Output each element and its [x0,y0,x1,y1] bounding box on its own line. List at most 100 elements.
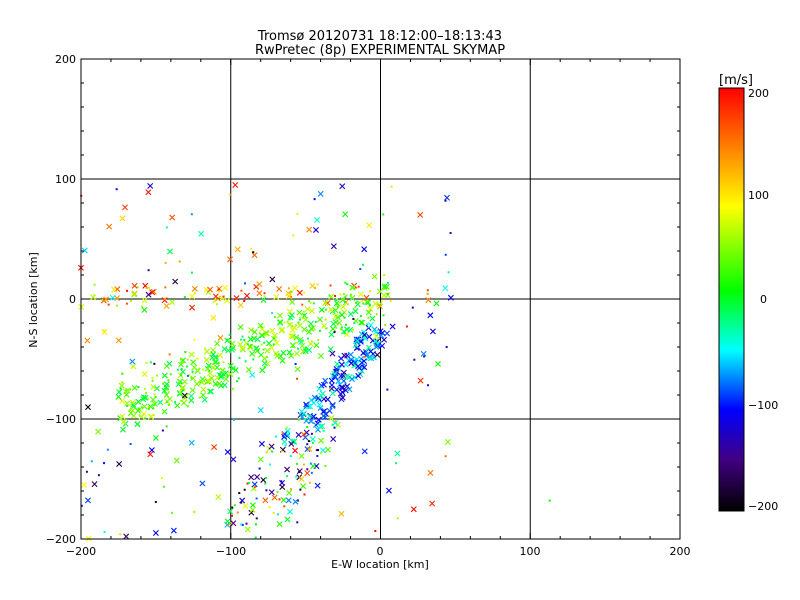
y-tick-label-1: 100 [55,173,76,186]
data-point-cross [260,296,267,303]
data-point-dot [229,338,232,341]
data-point-dot [447,271,450,274]
data-point-cross [349,294,356,301]
data-point-dot [165,400,168,403]
data-point-dot [265,477,268,480]
data-point-cross [84,497,91,504]
data-point-cross [166,360,173,367]
data-point-cross [109,294,116,301]
data-point-dot [174,401,177,404]
data-point-cross [298,453,305,460]
data-point-cross [205,362,212,369]
data-point-cross [308,397,315,404]
data-point-dot [375,313,378,316]
data-point-dot [380,303,383,306]
data-point-cross [90,294,97,301]
data-point-dot [264,482,267,485]
data-point-cross [224,518,231,525]
data-point-cross [257,456,264,463]
x-tick-label-3: 100 [520,545,541,558]
data-point-dot [292,234,295,237]
data-point-dot [121,372,124,375]
data-point-cross [91,481,98,488]
data-point-cross [230,520,237,527]
data-point-cross [317,190,324,197]
data-point-dot [426,292,429,295]
data-point-dot [179,399,182,402]
data-point-cross [277,318,284,325]
data-point-cross [123,533,130,540]
data-point-dot [233,504,236,507]
data-point-cross [177,361,184,368]
data-point-dot [344,281,347,284]
data-point-dot [126,404,129,407]
data-point-cross [296,309,303,316]
data-point-dot [153,362,156,365]
data-point-cross [170,527,177,534]
data-point-dot [115,304,118,307]
data-point-cross [289,342,296,349]
data-point-dot [289,291,292,294]
data-point-dot [354,306,357,309]
data-point-dot [263,295,266,298]
data-point-cross [288,312,295,319]
data-point-dot [306,468,309,471]
data-point-dot [289,295,292,298]
data-point-dot [183,397,186,400]
data-point-cross [318,437,325,444]
data-point-cross [447,294,454,301]
data-point-dot [383,274,386,277]
y-tick-label-0: 200 [55,53,76,66]
data-point-dot [273,316,276,319]
data-point-cross [299,342,306,349]
y-axis-label: N-S location [km] [27,252,40,348]
data-point-dot [316,283,319,286]
data-point-cross [222,284,229,291]
data-point-dot [367,316,370,319]
data-point-cross [288,352,295,359]
data-point-cross [127,410,134,417]
data-point-cross [328,331,335,338]
data-point-dot [236,380,239,383]
data-point-cross [172,278,179,285]
data-point-dot [294,363,297,366]
data-point-dot [193,338,196,341]
data-point-dot [186,405,189,408]
data-point-cross [328,382,335,389]
data-point-dot [303,493,306,496]
data-point-dot [217,361,220,364]
colorbar [718,87,745,512]
data-point-cross [287,508,293,515]
data-point-cross [122,204,128,211]
data-point-cross [360,349,367,356]
data-point-dot [214,298,217,301]
data-point-dot [190,213,193,216]
data-point-dot [119,533,122,536]
data-point-cross [115,393,122,400]
data-point-cross [289,333,296,340]
data-point-dot [162,485,165,488]
data-point-dot [271,311,274,314]
data-point-dot [296,499,299,502]
data-point-cross [224,297,231,304]
data-point-cross [292,447,299,454]
data-point-cross [188,439,195,446]
data-point-dot [240,289,243,292]
data-point-cross [316,385,323,392]
data-point-dot [198,396,201,399]
data-point-cross [331,370,338,377]
data-point-cross [365,299,372,306]
data-point-cross [319,447,326,454]
data-point-cross [124,400,131,407]
data-point-dot [309,302,312,305]
data-point-dot [190,376,193,379]
data-point-dot [306,443,309,446]
data-point-cross [247,336,254,343]
data-point-dot [272,343,275,346]
data-point-dot [243,488,246,491]
data-point-cross [306,226,313,233]
data-point-cross [181,392,188,399]
data-point-cross [366,222,373,229]
colorbar-tick-label-0: 200 [748,87,769,100]
data-point-cross [262,497,269,504]
